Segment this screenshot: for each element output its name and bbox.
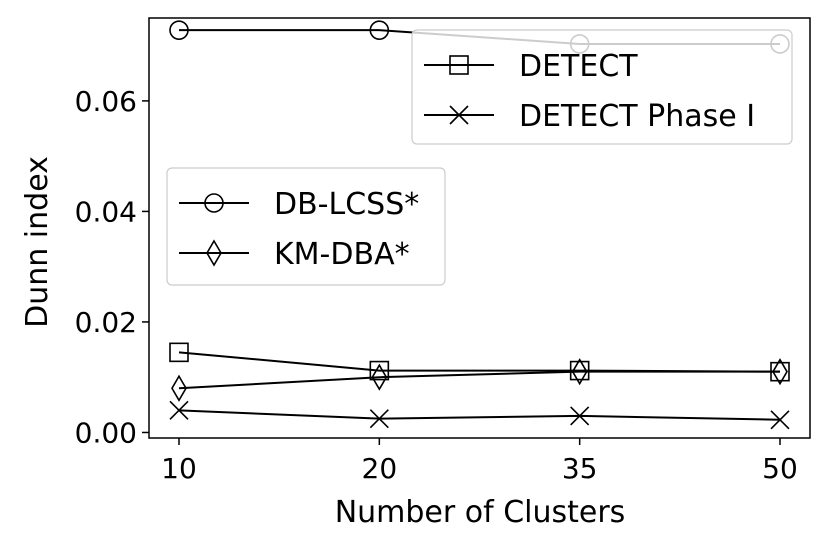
legend-top-right: DETECT DETECT Phase I xyxy=(411,29,793,145)
legend-label: DB-LCSS* xyxy=(274,187,419,222)
point-detect-phase-i-3 xyxy=(770,410,790,430)
legend-label: DETECT xyxy=(519,49,638,84)
series-line-detect xyxy=(178,351,781,373)
series-line-km-dba xyxy=(178,370,780,390)
point-detect-phase-i-0 xyxy=(169,400,189,420)
legend-label: KM-DBA* xyxy=(274,237,410,272)
x-tick-label: 20 xyxy=(362,452,398,485)
legend-box xyxy=(411,29,793,145)
legend-marker xyxy=(449,55,469,75)
point-detect-1 xyxy=(369,360,390,381)
x-tick-label: 50 xyxy=(762,452,798,485)
legend-label: DETECT Phase I xyxy=(519,99,755,134)
point-detect-phase-i-1 xyxy=(369,409,389,429)
point-km-dba-0 xyxy=(171,374,187,402)
plot-frame xyxy=(148,17,811,439)
y-tick-label: 0.00 xyxy=(75,416,137,449)
x-axis-ticks: 10 20 35 50 xyxy=(161,438,798,485)
point-db-lcss-0 xyxy=(169,20,189,40)
y-tick-label: 0.02 xyxy=(75,306,137,339)
x-tick-label: 35 xyxy=(562,452,598,485)
point-db-lcss-1 xyxy=(369,20,390,40)
y-tick-label: 0.06 xyxy=(75,85,137,118)
legend-center-left: DB-LCSS* KM-DBA* xyxy=(166,167,446,286)
point-km-dba-2 xyxy=(571,358,588,386)
point-km-dba-3 xyxy=(772,358,788,386)
legend-box xyxy=(166,167,446,286)
y-tick-label: 0.04 xyxy=(75,195,137,228)
y-axis-ticks: 0.00 0.02 0.04 0.06 xyxy=(75,85,149,449)
x-axis-label: Number of Clusters xyxy=(335,495,626,530)
point-detect-3 xyxy=(770,361,790,382)
point-detect-0 xyxy=(169,342,189,363)
point-km-dba-1 xyxy=(371,363,388,391)
series-line-detect-phase-i xyxy=(178,409,781,421)
point-detect-phase-i-2 xyxy=(570,406,590,426)
y-axis-label: Dunn index xyxy=(20,156,55,328)
x-tick-label: 10 xyxy=(161,452,197,485)
legend-marker xyxy=(204,193,224,213)
legend-marker xyxy=(449,105,469,125)
point-detect-2 xyxy=(569,360,590,381)
legend-marker xyxy=(206,239,222,267)
